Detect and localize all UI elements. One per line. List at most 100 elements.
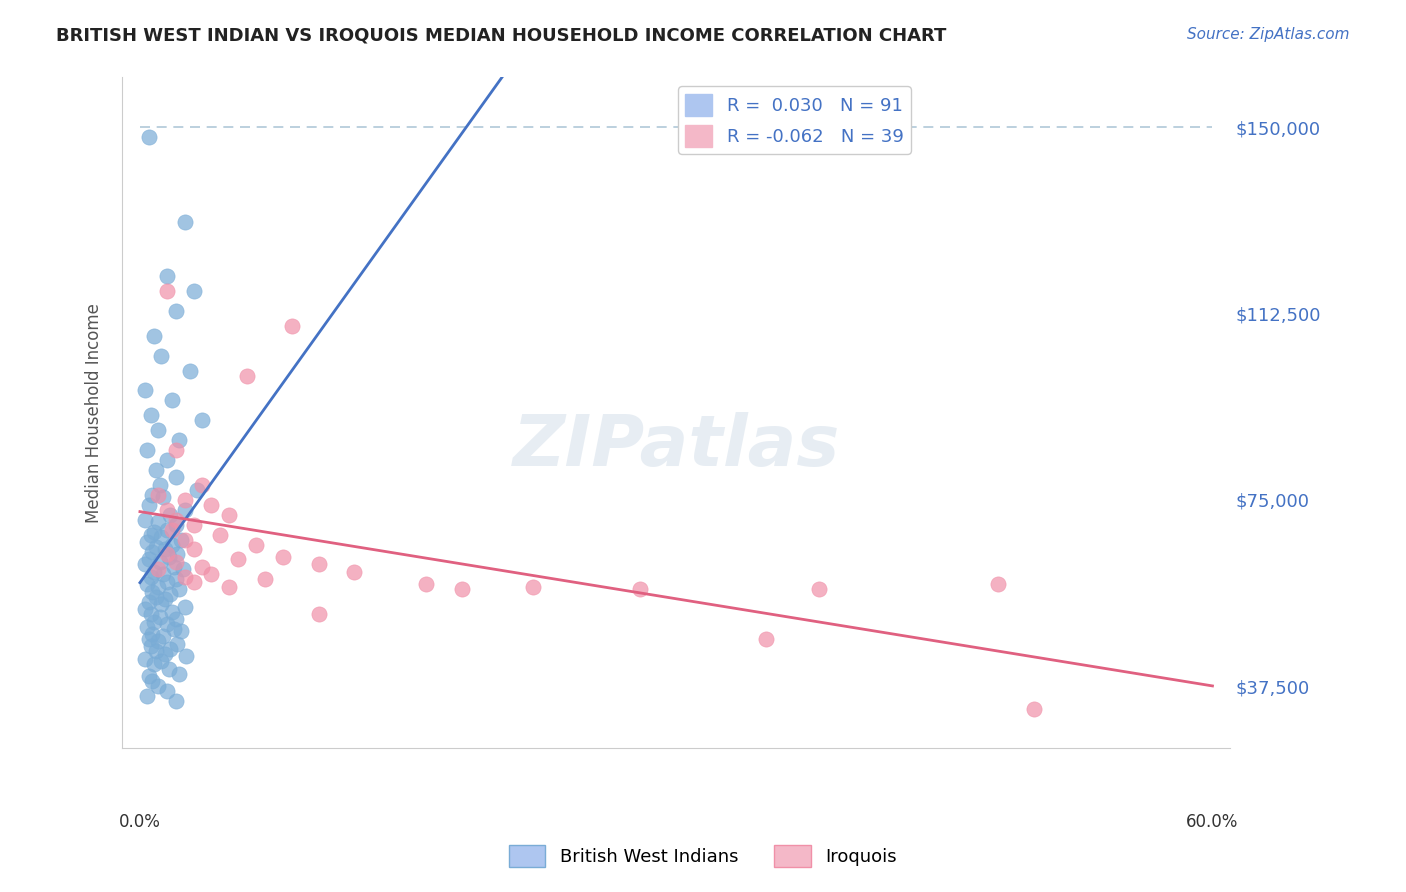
- Point: [134, 513, 156, 527]
- Point: [163, 560, 186, 574]
- Point: [156, 617, 179, 632]
- Point: [139, 640, 162, 654]
- Point: [141, 627, 163, 641]
- Point: [167, 582, 190, 597]
- Point: [167, 666, 190, 681]
- Point: [152, 491, 174, 505]
- Point: [165, 304, 187, 318]
- Point: [236, 368, 259, 383]
- Point: [808, 582, 831, 597]
- Point: [143, 657, 166, 671]
- Point: [134, 602, 156, 616]
- Point: [170, 533, 193, 547]
- Text: ZIPatlas: ZIPatlas: [513, 412, 839, 481]
- Point: [152, 567, 174, 582]
- Point: [987, 577, 1010, 591]
- Point: [218, 508, 240, 522]
- Point: [163, 622, 186, 636]
- Point: [136, 577, 159, 591]
- Point: [226, 552, 249, 566]
- Point: [146, 634, 169, 648]
- Text: 0.0%: 0.0%: [120, 813, 160, 830]
- Point: [156, 574, 179, 589]
- Point: [183, 574, 205, 589]
- Point: [209, 527, 232, 541]
- Point: [308, 558, 330, 572]
- Point: [245, 537, 267, 551]
- Point: [136, 443, 159, 458]
- Point: [143, 565, 166, 579]
- Point: [173, 502, 195, 516]
- Point: [143, 525, 166, 540]
- Point: [150, 530, 173, 544]
- Point: [143, 328, 166, 343]
- Point: [136, 535, 159, 549]
- Point: [343, 565, 366, 579]
- Point: [271, 549, 294, 564]
- Point: [152, 630, 174, 644]
- Point: [145, 463, 167, 477]
- Point: [160, 393, 183, 408]
- Point: [149, 478, 172, 492]
- Point: [143, 615, 166, 629]
- Text: BRITISH WEST INDIAN VS IROQUOIS MEDIAN HOUSEHOLD INCOME CORRELATION CHART: BRITISH WEST INDIAN VS IROQUOIS MEDIAN H…: [56, 27, 946, 45]
- Point: [138, 552, 160, 566]
- Point: [254, 572, 277, 586]
- Point: [166, 637, 188, 651]
- Point: [138, 632, 160, 646]
- Legend: R =  0.030   N = 91, R = -0.062   N = 39: R = 0.030 N = 91, R = -0.062 N = 39: [678, 87, 911, 154]
- Point: [149, 555, 172, 569]
- Point: [165, 513, 187, 527]
- Point: [179, 363, 201, 377]
- Point: [186, 483, 208, 497]
- Point: [308, 607, 330, 621]
- Point: [156, 284, 179, 298]
- Point: [159, 587, 181, 601]
- Point: [630, 582, 652, 597]
- Legend: British West Indians, Iroquois: British West Indians, Iroquois: [502, 838, 904, 874]
- Point: [153, 647, 176, 661]
- Point: [173, 492, 195, 507]
- Point: [183, 542, 205, 557]
- Point: [146, 488, 169, 502]
- Point: [141, 488, 163, 502]
- Point: [157, 549, 180, 564]
- Text: Source: ZipAtlas.com: Source: ZipAtlas.com: [1187, 27, 1350, 42]
- Point: [138, 595, 160, 609]
- Point: [134, 384, 156, 398]
- Point: [183, 284, 205, 298]
- Point: [150, 654, 173, 668]
- Point: [522, 580, 544, 594]
- Point: [166, 548, 188, 562]
- Point: [172, 562, 194, 576]
- Point: [450, 582, 472, 597]
- Point: [165, 612, 187, 626]
- Point: [755, 632, 778, 646]
- Point: [145, 644, 167, 658]
- Point: [145, 540, 167, 554]
- Point: [136, 619, 159, 633]
- Point: [139, 607, 162, 621]
- Point: [167, 433, 190, 447]
- Point: [141, 545, 163, 559]
- Point: [139, 409, 162, 423]
- Point: [138, 130, 160, 145]
- Point: [138, 669, 160, 683]
- Point: [281, 318, 304, 333]
- Point: [146, 580, 169, 594]
- Point: [156, 523, 179, 537]
- Point: [139, 570, 162, 584]
- Point: [149, 609, 172, 624]
- Point: [191, 413, 214, 427]
- Point: [146, 679, 169, 693]
- Point: [156, 453, 179, 467]
- Point: [200, 498, 222, 512]
- Point: [173, 214, 195, 228]
- Point: [145, 590, 167, 604]
- Point: [153, 542, 176, 557]
- Point: [150, 597, 173, 611]
- Point: [173, 533, 195, 547]
- Point: [156, 269, 179, 284]
- Point: [159, 641, 181, 656]
- Point: [191, 560, 214, 574]
